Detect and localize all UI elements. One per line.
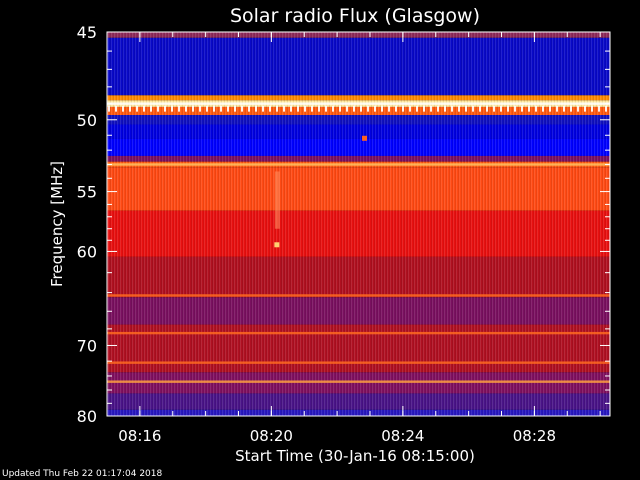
- interference-line: [107, 331, 610, 335]
- chart-title: Solar radio Flux (Glasgow): [230, 5, 480, 27]
- interference-line: [107, 294, 610, 297]
- updated-timestamp: Updated Thu Feb 22 01:17:04 2018: [2, 469, 163, 479]
- plot-frame: [106, 31, 611, 417]
- x-tick-label: 08:28: [513, 427, 556, 445]
- burst-spot: [362, 135, 368, 141]
- burst-column: [274, 171, 280, 229]
- interference-line: [107, 361, 610, 364]
- y-axis: 45 50 55 60 70 80: [77, 23, 610, 426]
- x-axis-label: Start Time (30-Jan-16 08:15:00): [235, 447, 475, 465]
- interference-line: [107, 380, 610, 383]
- y-tick-label: 50: [77, 111, 97, 130]
- y-tick-label: 80: [77, 407, 97, 426]
- x-axis: 08:16 08:20 08:24 08:28: [106, 32, 601, 445]
- interference-ticks: [107, 105, 610, 112]
- y-tick-label: 55: [77, 183, 97, 202]
- y-tick-label: 60: [77, 242, 97, 261]
- x-tick-label: 08:20: [250, 427, 293, 445]
- interference-line: [107, 163, 610, 166]
- y-axis-label: Frequency [MHz]: [48, 161, 66, 287]
- x-tick-label: 08:24: [381, 427, 424, 445]
- y-tick-label: 70: [77, 336, 97, 355]
- y-tick-label: 45: [77, 23, 97, 42]
- burst-spot: [274, 242, 280, 248]
- plot-area: [107, 32, 610, 416]
- interference-line: [107, 102, 610, 105]
- x-tick-label: 08:16: [118, 427, 161, 445]
